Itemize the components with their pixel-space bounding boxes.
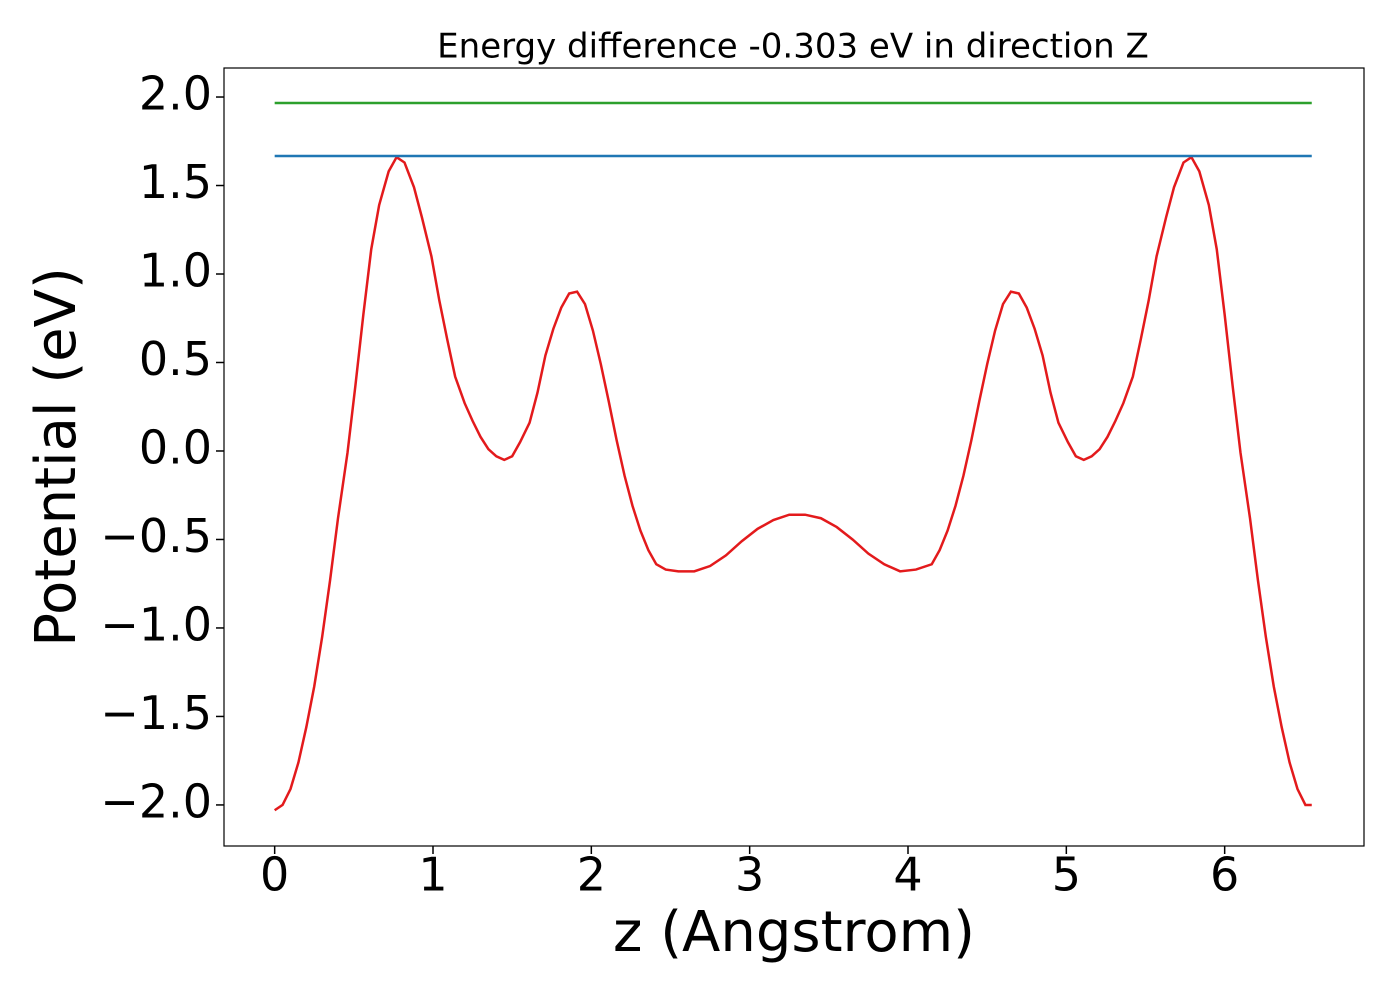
y-tick-label: 0.0	[139, 420, 212, 474]
y-tick-label: −1.0	[100, 597, 212, 651]
x-tick-label: 0	[260, 848, 289, 902]
chart-title: Energy difference -0.303 eV in direction…	[437, 27, 1149, 67]
x-tick-label: 1	[418, 848, 447, 902]
y-tick-label: −0.5	[100, 509, 212, 563]
y-tick-label: −2.0	[100, 774, 212, 828]
x-tick-label: 4	[893, 848, 922, 902]
y-tick-label: −1.5	[100, 686, 212, 740]
x-axis-label: z (Angstrom)	[613, 900, 975, 965]
plot-frame	[223, 67, 1365, 847]
x-tick-label: 6	[1210, 848, 1239, 902]
y-tick-label: 1.5	[139, 155, 212, 209]
line-series	[273, 155, 1312, 812]
x-tick-label: 5	[1052, 848, 1081, 902]
y-tick-label: 2.0	[139, 67, 212, 121]
x-tick-label: 2	[577, 848, 606, 902]
y-axis-label: Potential (eV)	[24, 267, 89, 647]
y-tick-label: 0.5	[139, 332, 212, 386]
y-tick-label: 1.0	[139, 244, 212, 298]
x-tick-label: 3	[735, 848, 764, 902]
